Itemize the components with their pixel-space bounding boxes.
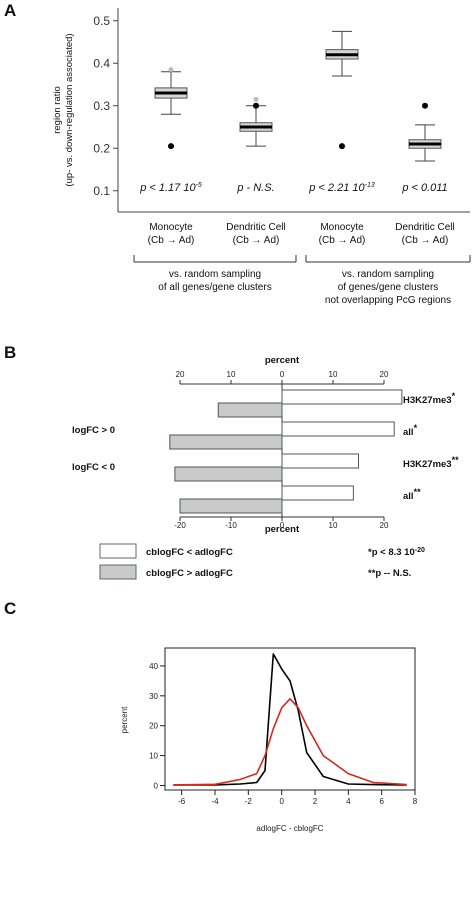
bar-category-label: H3K27me3* bbox=[403, 391, 456, 406]
bar-grey bbox=[179, 498, 283, 514]
group-2-line-2: of genes/gene clusters bbox=[338, 282, 439, 293]
panel-c-linechart: percent adlogFC - cblogFC -6 -4 -2 0 2 4 6 8 0 10… bbox=[120, 647, 418, 833]
c-xtick-label: 4 bbox=[346, 797, 351, 806]
category-label: Monocyte bbox=[149, 222, 193, 233]
series-line-red bbox=[173, 697, 407, 786]
a-ytick-label: 0.4 bbox=[93, 56, 110, 70]
panel-c-label: C bbox=[4, 599, 16, 618]
legend-label-white: cblogFC < adlogFC bbox=[146, 547, 233, 558]
bar-grey bbox=[169, 434, 283, 450]
b-bottom-tick-label: -20 bbox=[174, 521, 186, 530]
bar-white bbox=[281, 389, 403, 405]
group-1-line-1: vs. random sampling bbox=[169, 269, 261, 280]
category-label: Monocyte bbox=[320, 222, 364, 233]
c-ytick-label: 10 bbox=[149, 752, 158, 761]
panel-c-plot-frame bbox=[164, 647, 416, 791]
category-label: Dendritic Cell bbox=[226, 222, 285, 233]
a-ytick-label: 0.2 bbox=[93, 141, 110, 155]
c-xtick-label: 8 bbox=[413, 797, 418, 806]
p-value-label: p - N.S. bbox=[236, 182, 274, 194]
bar-category-label: all** bbox=[403, 487, 421, 502]
c-ytick-label: 0 bbox=[154, 782, 159, 791]
panel-c-ylabel: percent bbox=[120, 706, 129, 733]
box-outlier bbox=[253, 96, 259, 102]
box-outlier bbox=[168, 67, 174, 73]
c-xtick-label: 2 bbox=[313, 797, 318, 806]
note-2: **p -- N.S. bbox=[368, 568, 411, 579]
legend-swatch-white bbox=[99, 543, 137, 559]
legend-swatch-grey bbox=[99, 564, 137, 580]
panel-a-ylabel-line1: region ratio bbox=[52, 86, 63, 134]
b-top-tick-label: 10 bbox=[329, 370, 338, 379]
panel-b-label: B bbox=[4, 343, 16, 362]
bar-category-label: all* bbox=[403, 423, 418, 438]
panel-a-boxplot: region ratio (up- vs. down-regulation as… bbox=[52, 8, 471, 306]
p-value-label: p < 0.011 bbox=[401, 182, 447, 194]
b-top-tick-label: 20 bbox=[380, 370, 389, 379]
observed-point bbox=[339, 143, 345, 150]
c-xtick-label: -2 bbox=[245, 797, 253, 806]
p-value-label: p < 1.17 10-5 bbox=[139, 182, 202, 194]
note-1: *p < 8.3 10-20 bbox=[368, 547, 425, 558]
bar-white bbox=[281, 485, 354, 501]
c-ytick-label: 40 bbox=[149, 662, 158, 671]
a-ytick-label: 0.5 bbox=[93, 14, 110, 28]
category-sublabel: (Cb → Ad) bbox=[148, 235, 195, 246]
b-top-tick-label: 10 bbox=[227, 370, 236, 379]
panel-a-ylabel-line2: (up- vs. down-regulation associated) bbox=[64, 33, 75, 186]
c-xtick-label: 6 bbox=[379, 797, 384, 806]
group-label-logfc-neg: logFC < 0 bbox=[72, 462, 115, 473]
c-ytick-label: 30 bbox=[149, 692, 158, 701]
panel-a-label: A bbox=[4, 1, 16, 20]
c-xtick-label: 0 bbox=[279, 797, 284, 806]
bar-grey bbox=[217, 402, 283, 418]
b-bottom-tick-label: 20 bbox=[380, 521, 389, 530]
panel-b-axis-title-bottom: percent bbox=[265, 524, 300, 535]
category-sublabel: (Cb → Ad) bbox=[233, 235, 280, 246]
b-top-tick-label: 20 bbox=[176, 370, 185, 379]
bar-white bbox=[281, 453, 359, 469]
series-line-black bbox=[173, 653, 407, 786]
b-bottom-tick-label: 10 bbox=[329, 521, 338, 530]
c-xtick-label: -6 bbox=[178, 797, 186, 806]
observed-point bbox=[168, 143, 174, 150]
b-bottom-tick-label: 0 bbox=[280, 521, 285, 530]
bar-white bbox=[281, 421, 395, 437]
panel-b-axis-title-top: percent bbox=[265, 355, 300, 366]
group-1-line-2: of all genes/gene clusters bbox=[158, 282, 271, 293]
panel-c-xlabel: adlogFC - cblogFC bbox=[256, 824, 323, 833]
b-bottom-tick-label: -10 bbox=[225, 521, 237, 530]
b-top-tick-label: 0 bbox=[280, 370, 285, 379]
c-ytick-label: 20 bbox=[149, 722, 158, 731]
p-value-label: p < 2.21 10-13 bbox=[308, 182, 375, 194]
group-2-line-3: not overlapping PcG regions bbox=[325, 295, 451, 306]
legend-label-grey: cblogFC > adlogFC bbox=[146, 568, 233, 579]
panel-b-barchart: percent percent 20 -20 10 -10 0 0 10 10 20 20 H3K… bbox=[72, 355, 459, 580]
category-sublabel: (Cb → Ad) bbox=[319, 235, 366, 246]
group-label-logfc-pos: logFC > 0 bbox=[72, 425, 115, 436]
a-ytick-label: 0.3 bbox=[93, 99, 110, 113]
bar-category-label: H3K27me3** bbox=[403, 455, 459, 470]
observed-point bbox=[422, 102, 428, 109]
observed-point bbox=[253, 102, 259, 109]
bar-grey bbox=[174, 466, 283, 482]
category-sublabel: (Cb → Ad) bbox=[402, 235, 449, 246]
a-ytick-label: 0.1 bbox=[93, 184, 110, 198]
group-2-line-1: vs. random sampling bbox=[342, 269, 434, 280]
c-xtick-label: -4 bbox=[211, 797, 219, 806]
category-label: Dendritic Cell bbox=[395, 222, 454, 233]
